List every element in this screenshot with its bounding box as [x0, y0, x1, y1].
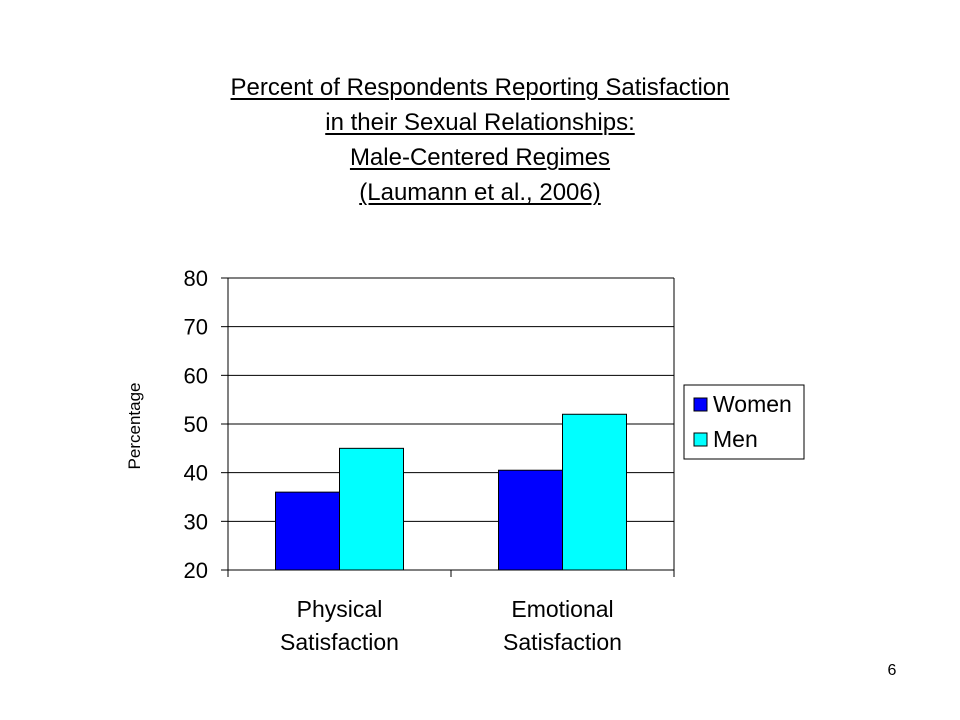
y-tick-label: 70 [184, 315, 208, 340]
y-tick-label: 40 [184, 461, 208, 486]
legend-swatch-men [693, 432, 708, 447]
chart-title-line-4: (Laumann et al., 2006) [359, 179, 601, 206]
y-tick-label: 60 [184, 363, 208, 388]
chart-title: Percent of Respondents Reporting Satisfa… [0, 70, 960, 210]
bar-women [275, 491, 340, 571]
chart-title-line-1: Percent of Respondents Reporting Satisfa… [230, 74, 730, 101]
y-axis-label: Percentage [125, 383, 144, 470]
axis-labels: 20 30 40 50 60 70 80 Physical Satisfaction Emotio… [125, 266, 622, 655]
x-tick-label: Physical [297, 596, 383, 622]
legend-box [683, 384, 805, 460]
axes [221, 277, 675, 577]
legend-label-women: Women [713, 391, 792, 417]
legend: Women Men [683, 384, 805, 460]
legend-label-men: Men [713, 426, 758, 452]
page-number: 6 [887, 662, 897, 679]
y-tick-label: 30 [184, 509, 208, 534]
chart-title-line-3: Male-Centered Regimes [349, 144, 611, 171]
y-tick-label: 50 [184, 412, 208, 437]
y-tick-label: 20 [184, 558, 208, 583]
bar-men [562, 413, 627, 571]
bar-women [498, 469, 563, 571]
bars [275, 413, 627, 571]
chart-title-line-2: in their Sexual Relationships: [325, 109, 635, 136]
bar-men [339, 447, 404, 571]
legend-swatch-women [693, 397, 708, 412]
y-tick-label: 80 [184, 266, 208, 291]
x-tick-label: Satisfaction [503, 629, 622, 655]
x-tick-label: Emotional [511, 596, 613, 622]
x-tick-label: Satisfaction [280, 629, 399, 655]
